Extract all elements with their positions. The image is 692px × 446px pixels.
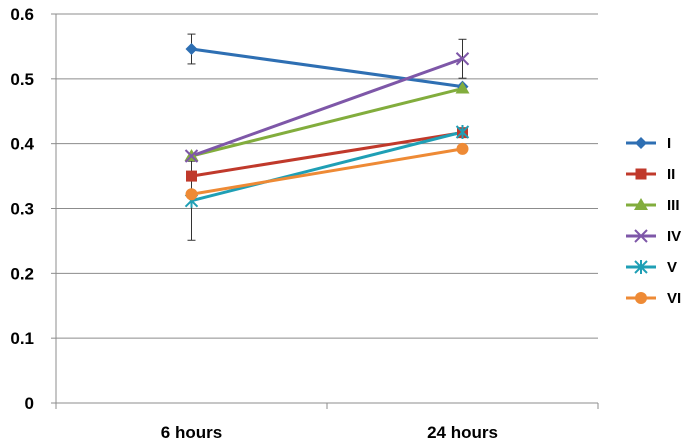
legend-item-I: I	[626, 135, 671, 152]
series-line-II	[191, 131, 463, 178]
legend-marker	[635, 292, 647, 304]
y-tick-label: 0	[25, 394, 34, 413]
legend-label: III	[667, 197, 680, 214]
grid-lines	[56, 13, 598, 339]
x-category-label: 24 hours	[427, 423, 498, 442]
data-point-II	[186, 170, 197, 182]
legend-label: I	[667, 135, 671, 152]
legend-item-VI: VI	[626, 290, 681, 307]
data-point-I	[185, 43, 198, 56]
x-axis-categories: 6 hours 24 hours	[161, 423, 498, 442]
series-line-VI	[191, 147, 463, 196]
data-point-IV	[455, 52, 470, 66]
legend-label: V	[667, 259, 677, 276]
error-bars	[187, 33, 467, 241]
y-tick-label: 0.2	[10, 264, 34, 283]
legend-marker	[634, 229, 648, 243]
series-lines	[190, 47, 464, 203]
data-point-V	[455, 124, 470, 139]
legend-marker	[634, 260, 648, 274]
legend-item-III: III	[626, 197, 680, 214]
y-tick-label: 0.1	[10, 329, 34, 348]
series-markers	[184, 43, 470, 208]
legend-marker	[635, 137, 647, 149]
legend-label: VI	[667, 290, 681, 307]
legend-marker	[635, 168, 647, 180]
data-point-VI	[456, 142, 469, 155]
legend-label: IV	[667, 228, 681, 245]
legend-label: II	[667, 166, 675, 183]
y-tick-label: 0.4	[10, 135, 34, 154]
data-point-VI	[185, 188, 198, 201]
legend-item-V: V	[626, 259, 677, 276]
y-tick-label: 0.3	[10, 200, 34, 219]
data-point-IV	[184, 149, 199, 163]
x-category-label: 6 hours	[161, 423, 222, 442]
series-line-IV	[190, 57, 464, 158]
y-axis-ticks: 0 0.1 0.2 0.3 0.4 0.5 0.6	[10, 5, 34, 413]
series-line-I	[191, 47, 463, 89]
y-tick-label: 0.5	[10, 70, 34, 89]
legend-item-IV: IV	[626, 228, 681, 245]
legend-item-II: II	[626, 166, 675, 183]
y-tick-label: 0.6	[10, 5, 34, 24]
series-line-III	[191, 87, 463, 158]
data-point-III	[455, 81, 470, 94]
series-line-V	[191, 130, 463, 203]
legend-marker	[634, 198, 648, 210]
axes	[51, 13, 599, 409]
